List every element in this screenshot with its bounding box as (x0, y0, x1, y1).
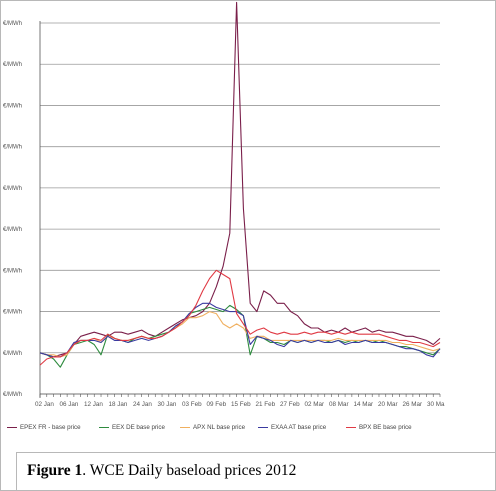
legend-item-bpx-be: BPX BE base price (346, 420, 412, 434)
x-tick-label: 30 Ma (427, 401, 445, 408)
figure-caption: Figure 1. WCE Daily baseload prices 2012 (27, 462, 296, 480)
x-tick-label: 21 Feb (256, 401, 276, 408)
x-tick-label: 14 Mar (354, 401, 374, 408)
legend-label: APX NL base price (193, 423, 246, 431)
y-tick-label: €/MWh (3, 21, 22, 27)
x-tick-label: 30 Jan (158, 401, 177, 408)
legend-label: EEX DE base price (112, 423, 165, 431)
x-tick-label: 24 Jan (133, 401, 152, 408)
x-tick-label: 15 Feb (231, 401, 251, 408)
x-tick-label: 12 Jan (84, 401, 103, 408)
legend-item-epex-fr: EPEX FR - base price (7, 420, 81, 434)
x-tick-label: 02 Mar (305, 401, 325, 408)
y-tick-label: €/MWh (3, 392, 22, 398)
y-tick-label: €/MWh (3, 227, 22, 233)
figure-caption-label: Figure 1 (27, 462, 83, 479)
x-tick-label: 02 Jan (35, 401, 54, 408)
legend-item-apx-nl: APX NL base price (180, 420, 245, 434)
legend-swatch (7, 426, 17, 428)
line-chart: €/MWh €/MWh €/MWh €/MWh €/MWh €/MWh €/MWh €/MWh… (3, 1, 445, 408)
caption-box: Figure 1. WCE Daily baseload prices 2012 (16, 452, 495, 491)
series-line-epex-fr (39, 1, 441, 358)
x-tick-label: 09 Feb (207, 401, 227, 408)
series-line-eex-de (39, 304, 441, 368)
x-tick-label: 18 Jan (109, 401, 128, 408)
figure-caption-text: . WCE Daily baseload prices 2012 (82, 462, 297, 479)
series-line-bpx-be (39, 269, 441, 366)
x-tick-label: 26 Mar (403, 401, 423, 408)
x-tick-label: 27 Feb (280, 401, 300, 408)
y-tick-label: €/MWh (3, 351, 22, 357)
x-tick-label: 03 Feb (182, 401, 202, 408)
y-tick-label: €/MWh (3, 62, 22, 68)
chart-legend: EPEX FR - base price EEX DE base price APX… (1, 420, 495, 434)
y-tick-label: €/MWh (3, 145, 22, 151)
legend-label: EXAA AT base price (271, 423, 327, 431)
legend-item-eex-de: EEX DE base price (99, 420, 165, 434)
x-tick-label: 06 Jan (60, 401, 79, 408)
legend-label: EPEX FR - base price (20, 423, 81, 431)
legend-swatch (99, 426, 109, 428)
legend-label: BPX BE base price (359, 423, 412, 431)
legend-swatch (180, 426, 190, 428)
y-tick-label: €/MWh (3, 103, 22, 109)
x-tick-label: 08 Mar (329, 401, 349, 408)
legend-swatch (346, 426, 356, 428)
series-line-exaa-at (39, 302, 441, 358)
legend-swatch (258, 426, 268, 428)
y-tick-label: €/MWh (3, 186, 22, 192)
x-tick-label: 20 Mar (378, 401, 398, 408)
legend-item-exaa-at: EXAA AT base price (258, 420, 326, 434)
y-tick-label: €/MWh (3, 268, 22, 274)
y-tick-label: €/MWh (3, 310, 22, 316)
